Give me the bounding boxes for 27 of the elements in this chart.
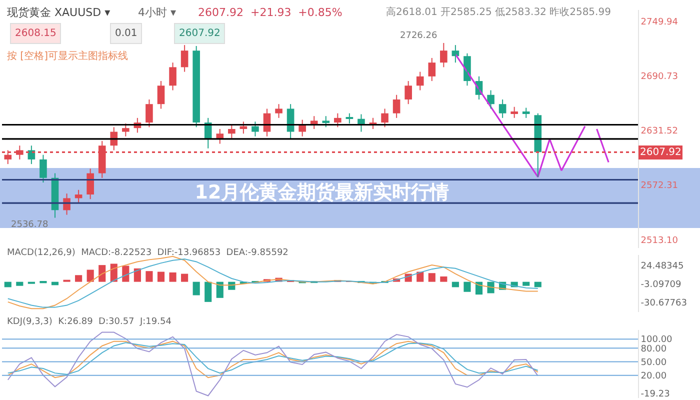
annotation: 高2618.01 开2585.25 低2583.32 昨收2585.99	[386, 6, 611, 18]
y-tick-label: 100.00	[640, 335, 673, 346]
annotation: 2608.15	[15, 28, 56, 39]
y-tick-label: 2690.73	[640, 72, 678, 82]
annotation: 2726.26	[400, 31, 438, 41]
annotation: 现货黄金 XAUUSD ▾	[7, 6, 111, 19]
y-tick-label: 2749.94	[640, 17, 678, 28]
annotation: 按 [空格]可显示主图指标线	[7, 50, 128, 62]
y-tick-label: 2513.10	[640, 236, 678, 246]
annotation: 2536.78	[11, 220, 48, 230]
y-tick-label: -30.67763	[640, 298, 688, 309]
annotation: MACD(12,26,9) MACD:-8.22523 DIF:-13.96853 DEA:-9.85592	[7, 248, 288, 258]
ref-line-label: 2607.92	[640, 147, 682, 158]
y-tick-label: 80.00	[640, 344, 667, 354]
text: KDJ(9,3,3) K:26.89 D:30.57 J:19.54	[7, 317, 172, 327]
annotation: 0.01	[115, 28, 138, 39]
y-tick-label: 2572.31	[640, 181, 678, 192]
annotation: 2607.92 +21.93 +0.85%	[198, 6, 342, 19]
annotation: 4小时 ▾	[138, 6, 176, 19]
y-tick-label: 20.00	[640, 371, 667, 382]
y-tick-label: -19.23	[640, 389, 670, 400]
annotation: 2607.92	[179, 28, 220, 39]
y-tick-label: 24.48345	[640, 262, 684, 272]
y-tick-label: 50.00	[640, 358, 667, 368]
y-tick-label: 2631.52	[640, 126, 678, 137]
y-tick-label: -3.09709	[640, 280, 682, 290]
text: 12月伦黄金期货最新实时行情	[194, 182, 450, 204]
